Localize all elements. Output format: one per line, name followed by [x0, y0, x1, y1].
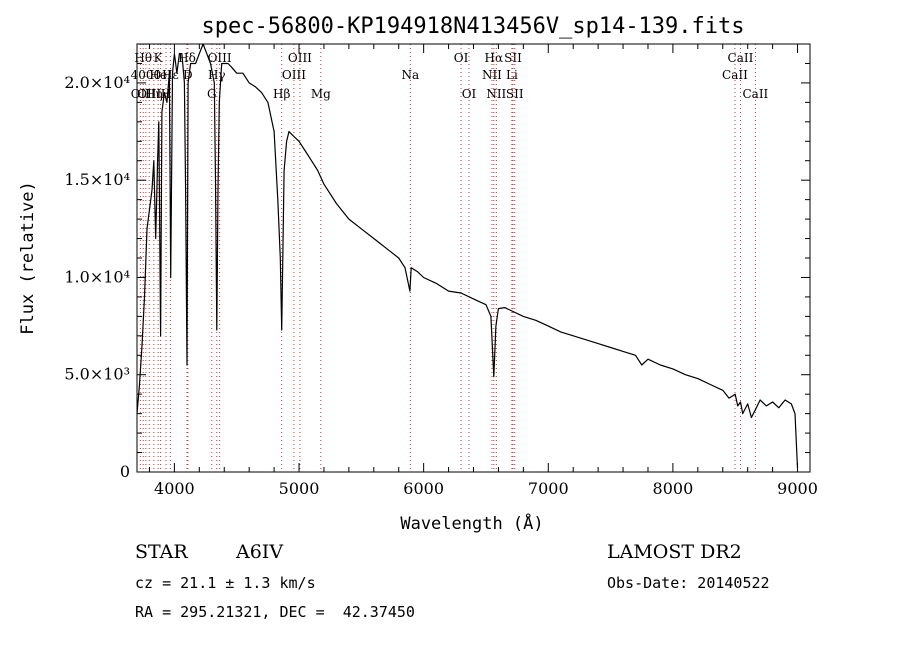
x-axis: 4000 5000 6000 7000 8000 9000: [148, 44, 818, 498]
line-label-4: Hη: [145, 87, 163, 101]
y-axis-label: Flux (relative): [18, 181, 38, 335]
line-label-21: NII: [482, 68, 502, 82]
line-label-25: SII: [504, 51, 522, 65]
line-label-16: OIII: [288, 51, 312, 65]
y-tick-label: 1.0×10⁴: [64, 267, 130, 286]
line-label-18: Na: [401, 68, 419, 82]
line-label-14: Hβ: [273, 87, 290, 101]
observation-date: Obs-Date: 20140522: [607, 574, 770, 592]
y-tick-label: 0: [120, 462, 130, 481]
x-tick-label: 6000: [403, 479, 444, 498]
line-label-20: OI: [462, 87, 477, 101]
line-label-2: 4000: [131, 68, 162, 82]
spectral-line-markers: OIIHθ4000OIIIHηKHeIHHεHδDGHγOIIIHβOIIIOI…: [131, 44, 769, 472]
line-label-7: H: [161, 87, 171, 101]
line-label-0: OII: [131, 87, 151, 101]
x-axis-label: Wavelength (Å): [400, 512, 543, 534]
x-tick-label: 4000: [154, 479, 195, 498]
object-subclass: A6IV: [236, 541, 284, 563]
y-tick-label: 2.0×10⁴: [64, 73, 130, 92]
line-label-3: OIII: [137, 87, 161, 101]
line-label-28: CaII: [728, 51, 754, 65]
line-label-19: OI: [454, 51, 469, 65]
chart-title: spec-56800-KP194918N413456V_sp14-139.fit…: [201, 14, 744, 39]
y-axis: 0 5.0×10³ 1.0×10⁴ 1.5×10⁴ 2.0×10⁴: [64, 43, 810, 481]
line-label-15: OIII: [282, 68, 306, 82]
line-label-5: K: [154, 51, 164, 65]
line-label-11: G: [207, 87, 217, 101]
line-label-1: Hθ: [134, 51, 152, 65]
line-label-10: D: [183, 68, 193, 82]
line-label-29: CaII: [742, 87, 768, 101]
x-tick-label: 9000: [777, 479, 818, 498]
line-label-26: SII: [506, 87, 524, 101]
line-label-17: Mg: [311, 87, 331, 101]
object-class: STAR: [135, 541, 188, 563]
y-tick-label: 1.5×10⁴: [64, 170, 130, 189]
line-label-23: NII: [486, 87, 506, 101]
x-tick-label: 7000: [528, 479, 569, 498]
line-label-27: CaII: [722, 68, 748, 82]
plot-frame: [136, 43, 811, 473]
redshift-velocity: cz = 21.1 ± 1.3 km/s: [135, 574, 316, 592]
line-label-24: Li: [506, 68, 518, 82]
line-label-13: OIII: [208, 51, 232, 65]
sky-coordinates: RA = 295.21321, DEC = 42.37450: [135, 603, 415, 621]
line-label-22: Hα: [485, 51, 504, 65]
spectrum-series: [136, 43, 799, 469]
x-tick-label: 8000: [653, 479, 694, 498]
line-label-8: Hε: [162, 68, 179, 82]
line-label-6: HeI: [149, 68, 172, 82]
line-label-12: Hγ: [208, 68, 226, 82]
spectrum-line-0: [136, 43, 799, 469]
y-tick-label: 5.0×10³: [64, 365, 130, 384]
x-tick-label: 5000: [279, 479, 320, 498]
survey-name: LAMOST DR2: [607, 541, 742, 563]
